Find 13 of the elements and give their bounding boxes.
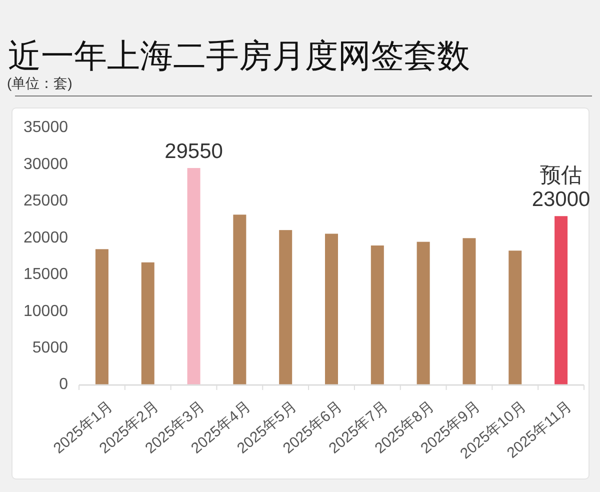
ytick: 30000 (24, 156, 68, 173)
ytick: 10000 (24, 302, 68, 320)
title: 近一年上海二手房月度网签套数 (8, 37, 470, 74)
ytick: 25000 (24, 192, 68, 210)
annotation: 预估 (540, 164, 582, 187)
value-label: 23000 (532, 188, 590, 212)
ytick: 15000 (24, 266, 68, 284)
subtitle: (单位：套) (7, 75, 72, 91)
ytick: 0 (59, 376, 68, 394)
ytick: 5000 (32, 340, 68, 357)
value-label: 29550 (164, 140, 223, 164)
ytick: 35000 (24, 119, 68, 136)
ytick: 20000 (24, 229, 68, 246)
